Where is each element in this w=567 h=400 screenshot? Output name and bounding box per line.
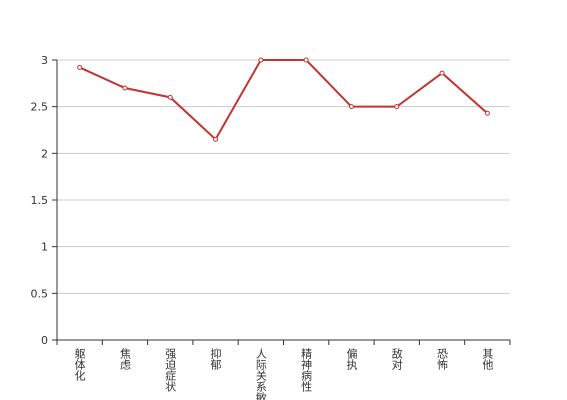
y-tick-label: 0.5 [31,287,49,300]
point [122,85,128,91]
x-tick-label: 敌对 [390,347,403,370]
y-tick-label: 2 [41,147,48,160]
x-tick-label: 精神病性 [300,348,313,393]
point [167,94,173,100]
x-tick-label: 其他 [481,348,494,370]
point [484,110,490,116]
y-tick-label: 1 [41,241,48,254]
x-tick-label: 偏执 [345,347,358,371]
point [303,57,309,63]
line [79,59,489,141]
y-tick-label: 3 [41,54,48,67]
x-tick-label: 抑郁 [209,347,222,370]
point [258,57,264,63]
point [394,104,400,110]
x-tick-label: 焦虑 [118,348,131,370]
point [213,136,219,142]
x-tick-label: 强迫症状 [164,348,177,392]
x-tick-label: 人际关系敏感 [254,348,267,400]
x-tick-label: 恐怖 [436,348,449,370]
point [77,64,83,70]
point [348,104,354,110]
y-tick-label: 1.5 [31,194,49,207]
y-tick-label: 0 [41,334,48,347]
y-tick-label: 2.5 [31,101,49,114]
point [439,70,445,76]
x-tick-label: 躯体化 [73,348,86,382]
